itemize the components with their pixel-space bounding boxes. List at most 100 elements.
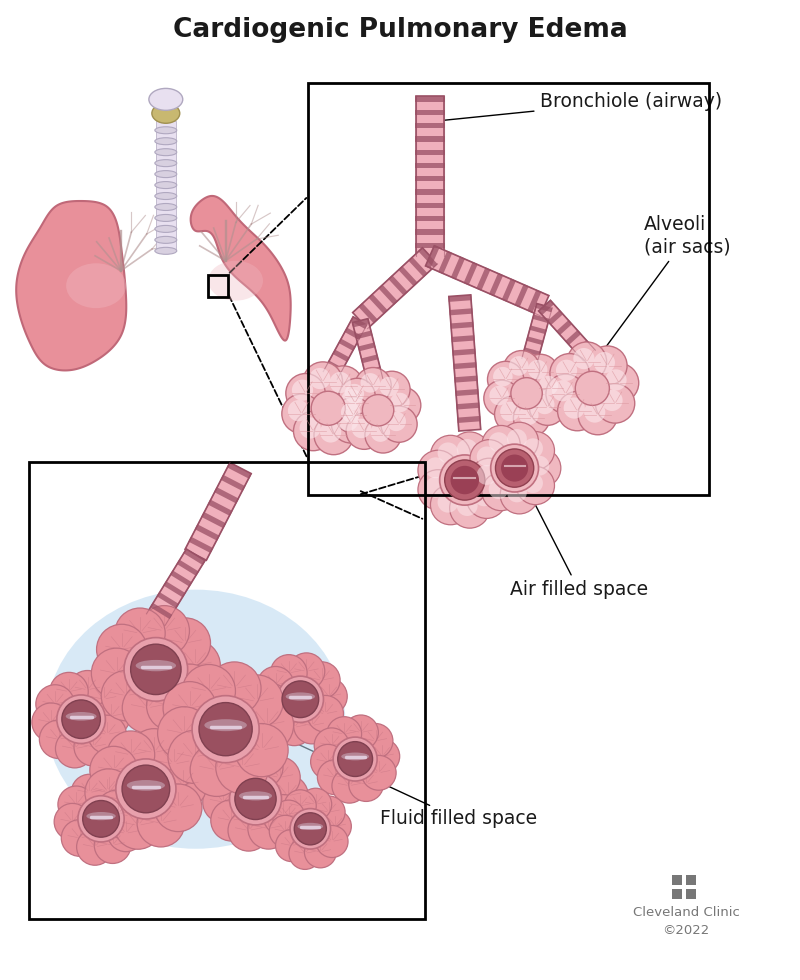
Circle shape [39, 720, 78, 759]
Ellipse shape [136, 660, 176, 671]
Circle shape [57, 695, 106, 744]
Circle shape [261, 700, 298, 737]
Circle shape [208, 662, 261, 715]
Polygon shape [364, 367, 382, 375]
Circle shape [332, 768, 366, 804]
Circle shape [292, 379, 313, 401]
Circle shape [474, 449, 494, 469]
Circle shape [558, 391, 597, 431]
Circle shape [345, 384, 364, 404]
Circle shape [338, 410, 358, 431]
Circle shape [216, 741, 269, 794]
Polygon shape [415, 136, 445, 141]
Polygon shape [451, 335, 474, 342]
Polygon shape [426, 246, 549, 316]
Circle shape [430, 484, 470, 524]
Circle shape [487, 362, 524, 398]
Circle shape [342, 389, 362, 411]
Polygon shape [16, 201, 126, 370]
Circle shape [370, 422, 390, 442]
Polygon shape [353, 318, 383, 382]
Circle shape [122, 683, 173, 733]
Polygon shape [415, 122, 445, 128]
Circle shape [62, 819, 98, 857]
Circle shape [311, 391, 346, 425]
Circle shape [130, 729, 178, 776]
Circle shape [114, 608, 165, 659]
Circle shape [310, 368, 330, 389]
Ellipse shape [155, 192, 177, 200]
Polygon shape [221, 474, 246, 491]
Polygon shape [456, 403, 480, 410]
Circle shape [494, 396, 531, 432]
Circle shape [282, 394, 322, 433]
Ellipse shape [239, 791, 272, 801]
Circle shape [170, 640, 220, 691]
Polygon shape [454, 362, 477, 369]
Ellipse shape [66, 264, 126, 308]
Polygon shape [352, 318, 370, 327]
Polygon shape [185, 463, 251, 561]
Circle shape [501, 455, 528, 481]
Circle shape [500, 475, 538, 514]
Ellipse shape [155, 247, 177, 255]
Circle shape [516, 431, 554, 469]
Circle shape [386, 412, 406, 431]
Circle shape [330, 372, 351, 393]
Circle shape [519, 406, 538, 425]
Circle shape [500, 402, 520, 421]
Circle shape [365, 739, 400, 774]
Circle shape [54, 804, 91, 840]
Polygon shape [353, 248, 438, 328]
Circle shape [490, 444, 538, 492]
Polygon shape [368, 294, 388, 315]
Polygon shape [156, 122, 176, 251]
Circle shape [595, 384, 634, 423]
Circle shape [567, 342, 606, 381]
Ellipse shape [155, 126, 177, 133]
Polygon shape [415, 110, 445, 115]
Circle shape [90, 747, 138, 794]
Circle shape [450, 488, 490, 528]
Circle shape [425, 458, 446, 478]
Circle shape [58, 786, 94, 823]
Circle shape [466, 442, 506, 482]
Polygon shape [530, 325, 546, 334]
Circle shape [230, 675, 283, 728]
Ellipse shape [127, 780, 165, 791]
Circle shape [241, 699, 294, 752]
Circle shape [474, 485, 494, 507]
Circle shape [89, 772, 126, 809]
Bar [672, 875, 682, 885]
Polygon shape [438, 251, 452, 274]
Circle shape [578, 395, 618, 435]
Circle shape [137, 800, 185, 847]
Polygon shape [514, 284, 529, 308]
Circle shape [319, 810, 351, 843]
Circle shape [509, 356, 529, 375]
Circle shape [254, 684, 290, 720]
Circle shape [324, 366, 363, 406]
Circle shape [385, 387, 421, 423]
Circle shape [36, 685, 74, 723]
Circle shape [338, 742, 373, 776]
Ellipse shape [155, 215, 177, 221]
Circle shape [207, 762, 248, 804]
Polygon shape [163, 581, 186, 598]
Circle shape [533, 370, 570, 407]
Circle shape [282, 681, 318, 717]
Polygon shape [574, 340, 590, 355]
Circle shape [124, 638, 188, 701]
Circle shape [62, 700, 100, 739]
Polygon shape [195, 524, 220, 541]
Circle shape [68, 670, 106, 709]
Circle shape [235, 778, 276, 819]
Circle shape [303, 362, 342, 401]
Polygon shape [450, 257, 465, 279]
Bar [208, 274, 228, 297]
Circle shape [418, 469, 458, 510]
Circle shape [310, 745, 346, 779]
Polygon shape [523, 347, 541, 356]
Circle shape [320, 421, 342, 443]
Circle shape [310, 678, 347, 714]
